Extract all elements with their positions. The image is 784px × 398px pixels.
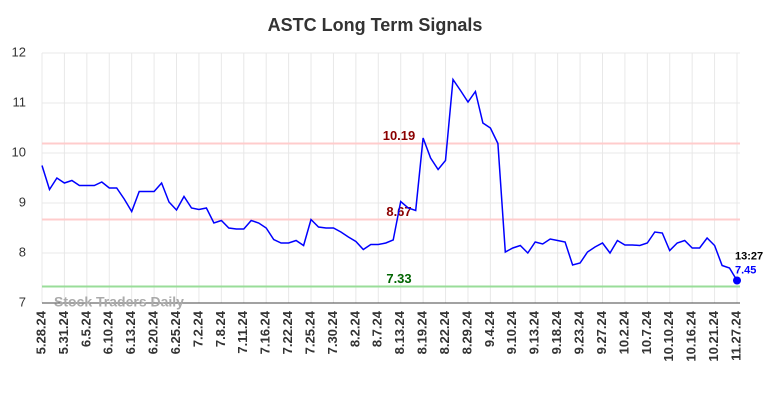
x-tick-label: 6.10.24 <box>101 310 116 354</box>
x-tick-label: 7.16.24 <box>258 310 273 354</box>
x-tick-label: 10.2.24 <box>616 310 631 354</box>
y-tick-label: 7 <box>19 294 26 309</box>
x-tick-label: 7.22.24 <box>280 310 295 354</box>
x-tick-label: 6.20.24 <box>146 310 161 354</box>
x-tick-label: 10.10.24 <box>661 310 676 361</box>
y-tick-label: 12 <box>12 44 26 59</box>
signal-label: 7.33 <box>386 271 411 286</box>
x-tick-label: 8.19.24 <box>415 310 430 354</box>
x-tick-label: 5.31.24 <box>56 310 71 354</box>
x-tick-label: 6.5.24 <box>78 310 93 347</box>
x-tick-label: 7.8.24 <box>213 310 228 347</box>
y-tick-label: 8 <box>19 244 26 259</box>
x-tick-label: 6.13.24 <box>123 310 138 354</box>
x-tick-label: 11.27.24 <box>728 310 743 361</box>
x-tick-label: 10.7.24 <box>639 310 654 354</box>
y-tick-label: 11 <box>13 94 27 109</box>
x-tick-label: 6.25.24 <box>168 310 183 354</box>
x-tick-label: 10.21.24 <box>706 310 721 361</box>
x-tick-label: 10.16.24 <box>684 310 699 361</box>
y-tick-label: 10 <box>12 144 26 159</box>
x-tick-label: 9.18.24 <box>549 310 564 354</box>
last-point <box>733 276 741 285</box>
x-tick-label: 9.10.24 <box>504 310 519 354</box>
x-tick-label: 8.22.24 <box>437 310 452 354</box>
price-line <box>41 77 738 281</box>
x-tick-label: 5.28.24 <box>33 310 48 354</box>
last-value: 7.45 <box>735 264 756 276</box>
y-tick-label: 9 <box>19 194 26 209</box>
x-tick-label: 9.27.24 <box>594 310 609 354</box>
x-tick-label: 9.13.24 <box>527 310 542 354</box>
chart-title: ASTC Long Term Signals <box>268 15 483 35</box>
x-tick-label: 7.2.24 <box>190 310 205 347</box>
x-tick-label: 8.29.24 <box>459 310 474 354</box>
x-tick-label: 9.23.24 <box>572 310 587 354</box>
signal-label: 10.19 <box>383 128 416 143</box>
x-tick-label: 8.13.24 <box>392 310 407 354</box>
x-tick-label: 9.4.24 <box>482 310 497 347</box>
x-tick-label: 8.2.24 <box>347 310 362 347</box>
last-time: 13:27 <box>735 250 763 262</box>
x-tick-label: 7.30.24 <box>325 310 340 354</box>
x-tick-label: 7.11.24 <box>235 310 250 353</box>
x-tick-label: 7.25.24 <box>302 310 317 354</box>
x-tick-label: 8.7.24 <box>370 310 385 347</box>
watermark: Stock Traders Daily <box>54 294 184 310</box>
